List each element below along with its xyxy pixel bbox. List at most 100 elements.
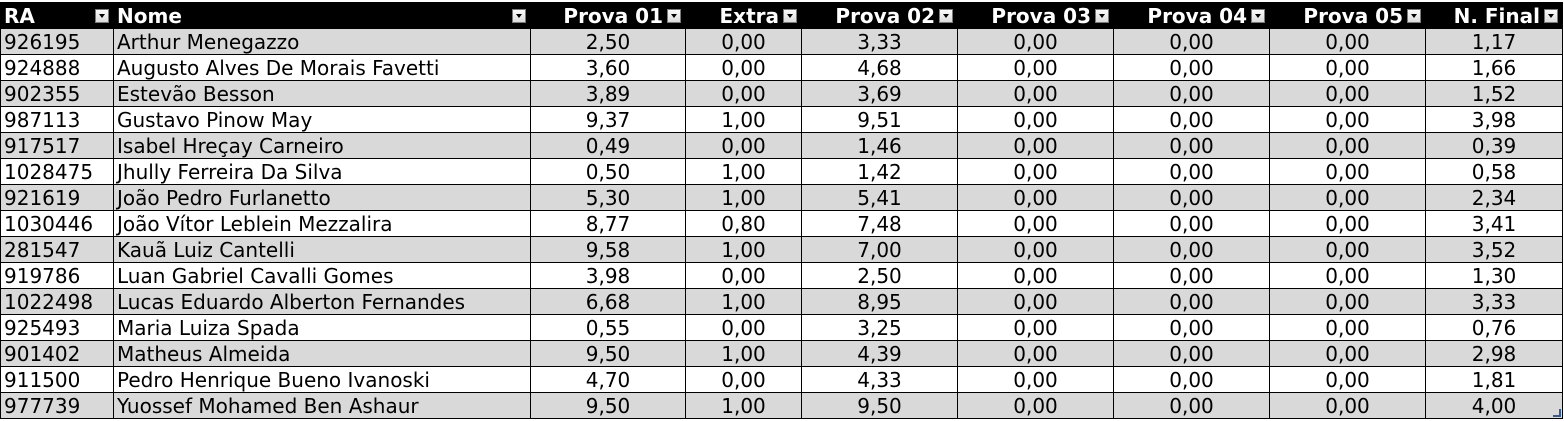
cell-extra[interactable]: 0,00 xyxy=(685,28,802,55)
cell-ra[interactable]: 977739 xyxy=(0,392,114,419)
column-header-extra[interactable]: Extra xyxy=(685,2,802,29)
cell-p01[interactable]: 9,50 xyxy=(530,340,686,367)
table-row[interactable]: 921619 João Pedro Furlanetto 5,30 1,00 5,41 0… xyxy=(0,184,1563,211)
cell-p01[interactable]: 5,30 xyxy=(530,184,686,211)
cell-p01[interactable]: 4,70 xyxy=(530,366,686,393)
cell-p03[interactable]: 0,00 xyxy=(957,366,1114,393)
cell-p04[interactable]: 0,00 xyxy=(1113,236,1270,263)
cell-final[interactable]: 1,30 xyxy=(1425,262,1563,289)
cell-ra[interactable]: 902355 xyxy=(0,80,114,107)
cell-p03[interactable]: 0,00 xyxy=(957,314,1114,341)
cell-nome[interactable]: Yuossef Mohamed Ben Ashaur xyxy=(113,392,531,419)
cell-extra[interactable]: 1,00 xyxy=(685,288,802,315)
cell-p01[interactable]: 3,60 xyxy=(530,54,686,81)
cell-extra[interactable]: 1,00 xyxy=(685,392,802,419)
cell-extra[interactable]: 1,00 xyxy=(685,340,802,367)
cell-p03[interactable]: 0,00 xyxy=(957,392,1114,419)
table-row[interactable]: 977739 Yuossef Mohamed Ben Ashaur 9,50 1,00… xyxy=(0,392,1563,419)
cell-nome[interactable]: Jhully Ferreira Da Silva xyxy=(113,158,531,185)
column-header-ra[interactable]: RA xyxy=(0,2,114,29)
cell-p01[interactable]: 9,58 xyxy=(530,236,686,263)
cell-final[interactable]: 2,98 xyxy=(1425,340,1563,367)
cell-final[interactable]: 4,00 xyxy=(1425,392,1563,419)
table-row[interactable]: 901402 Matheus Almeida 9,50 1,00 4,39 0,00 0,0… xyxy=(0,340,1563,367)
cell-final[interactable]: 0,76 xyxy=(1425,314,1563,341)
column-header-final[interactable]: N. Final xyxy=(1425,2,1563,29)
cell-p04[interactable]: 0,00 xyxy=(1113,288,1270,315)
filter-dropdown-icon[interactable] xyxy=(939,9,953,23)
cell-p03[interactable]: 0,00 xyxy=(957,184,1114,211)
cell-nome[interactable]: Maria Luiza Spada xyxy=(113,314,531,341)
cell-p01[interactable]: 9,37 xyxy=(530,106,686,133)
cell-p05[interactable]: 0,00 xyxy=(1269,262,1426,289)
table-row[interactable]: 917517 Isabel Hreçay Carneiro 0,49 0,00 1,46… xyxy=(0,132,1563,159)
table-row[interactable]: 924888 Augusto Alves De Morais Favetti 3,6… xyxy=(0,54,1563,81)
cell-ra[interactable]: 917517 xyxy=(0,132,114,159)
cell-final[interactable]: 1,81 xyxy=(1425,366,1563,393)
cell-p03[interactable]: 0,00 xyxy=(957,340,1114,367)
cell-extra[interactable]: 1,00 xyxy=(685,106,802,133)
cell-p03[interactable]: 0,00 xyxy=(957,54,1114,81)
table-row[interactable]: 919786 Luan Gabriel Cavalli Gomes 3,98 0,00… xyxy=(0,262,1563,289)
cell-final[interactable]: 1,52 xyxy=(1425,80,1563,107)
cell-p02[interactable]: 4,33 xyxy=(801,366,958,393)
cell-p01[interactable]: 6,68 xyxy=(530,288,686,315)
cell-final[interactable]: 1,66 xyxy=(1425,54,1563,81)
cell-p04[interactable]: 0,00 xyxy=(1113,80,1270,107)
cell-p01[interactable]: 0,55 xyxy=(530,314,686,341)
cell-p05[interactable]: 0,00 xyxy=(1269,340,1426,367)
cell-p02[interactable]: 8,95 xyxy=(801,288,958,315)
cell-ra[interactable]: 924888 xyxy=(0,54,114,81)
cell-p03[interactable]: 0,00 xyxy=(957,106,1114,133)
column-header-p04[interactable]: Prova 04 xyxy=(1113,2,1270,29)
cell-p04[interactable]: 0,00 xyxy=(1113,262,1270,289)
cell-extra[interactable]: 0,00 xyxy=(685,132,802,159)
cell-p04[interactable]: 0,00 xyxy=(1113,366,1270,393)
cell-extra[interactable]: 1,00 xyxy=(685,158,802,185)
column-header-p03[interactable]: Prova 03 xyxy=(957,2,1114,29)
cell-p01[interactable]: 3,89 xyxy=(530,80,686,107)
cell-nome[interactable]: Pedro Henrique Bueno Ivanoski xyxy=(113,366,531,393)
cell-final[interactable]: 3,33 xyxy=(1425,288,1563,315)
cell-p05[interactable]: 0,00 xyxy=(1269,236,1426,263)
cell-nome[interactable]: Matheus Almeida xyxy=(113,340,531,367)
cell-nome[interactable]: João Vítor Leblein Mezzalira xyxy=(113,210,531,237)
cell-p02[interactable]: 3,25 xyxy=(801,314,958,341)
cell-p05[interactable]: 0,00 xyxy=(1269,132,1426,159)
cell-p03[interactable]: 0,00 xyxy=(957,158,1114,185)
cell-extra[interactable]: 0,00 xyxy=(685,54,802,81)
cell-p05[interactable]: 0,00 xyxy=(1269,158,1426,185)
cell-final[interactable]: 3,98 xyxy=(1425,106,1563,133)
cell-p01[interactable]: 8,77 xyxy=(530,210,686,237)
cell-nome[interactable]: Kauã Luiz Cantelli xyxy=(113,236,531,263)
cell-p05[interactable]: 0,00 xyxy=(1269,314,1426,341)
cell-p01[interactable]: 2,50 xyxy=(530,28,686,55)
column-header-p05[interactable]: Prova 05 xyxy=(1269,2,1426,29)
cell-p02[interactable]: 4,68 xyxy=(801,54,958,81)
cell-p03[interactable]: 0,00 xyxy=(957,80,1114,107)
cell-p04[interactable]: 0,00 xyxy=(1113,28,1270,55)
cell-p05[interactable]: 0,00 xyxy=(1269,106,1426,133)
cell-final[interactable]: 3,52 xyxy=(1425,236,1563,263)
cell-p05[interactable]: 0,00 xyxy=(1269,392,1426,419)
cell-p05[interactable]: 0,00 xyxy=(1269,366,1426,393)
cell-p01[interactable]: 0,50 xyxy=(530,158,686,185)
cell-nome[interactable]: Isabel Hreçay Carneiro xyxy=(113,132,531,159)
cell-p04[interactable]: 0,00 xyxy=(1113,210,1270,237)
column-header-nome[interactable]: Nome xyxy=(113,2,531,29)
cell-p03[interactable]: 0,00 xyxy=(957,28,1114,55)
cell-ra[interactable]: 901402 xyxy=(0,340,114,367)
cell-ra[interactable]: 1022498 xyxy=(0,288,114,315)
cell-p04[interactable]: 0,00 xyxy=(1113,184,1270,211)
cell-p03[interactable]: 0,00 xyxy=(957,210,1114,237)
cell-p02[interactable]: 2,50 xyxy=(801,262,958,289)
table-row[interactable]: 902355 Estevão Besson 3,89 0,00 3,69 0,00 0,00… xyxy=(0,80,1563,107)
cell-final[interactable]: 2,34 xyxy=(1425,184,1563,211)
cell-nome[interactable]: João Pedro Furlanetto xyxy=(113,184,531,211)
cell-nome[interactable]: Estevão Besson xyxy=(113,80,531,107)
cell-p03[interactable]: 0,00 xyxy=(957,236,1114,263)
cell-nome[interactable]: Gustavo Pinow May xyxy=(113,106,531,133)
filter-dropdown-icon[interactable] xyxy=(1544,9,1558,23)
cell-extra[interactable]: 0,00 xyxy=(685,314,802,341)
cell-p05[interactable]: 0,00 xyxy=(1269,184,1426,211)
